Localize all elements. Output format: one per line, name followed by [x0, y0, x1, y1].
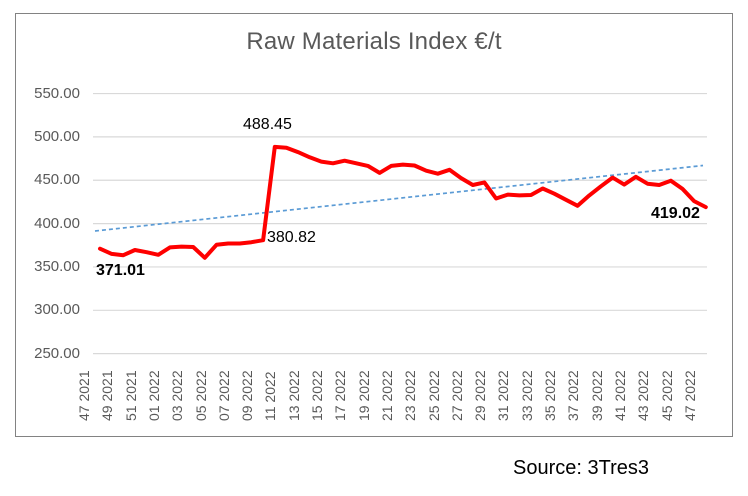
series-line	[98, 144, 708, 260]
x-tick-label: 25 2022	[425, 370, 442, 421]
x-tick-label: 27 2022	[448, 370, 465, 421]
x-tick-label: 03 2022	[169, 370, 186, 421]
chart-title: Raw Materials Index €/t	[246, 28, 502, 55]
x-tick-label: 49 2021	[99, 370, 116, 421]
x-tick-label: 07 2022	[215, 370, 232, 421]
data-label-peak: 488.45	[243, 116, 292, 133]
data-label-last-point: 419.02	[651, 205, 700, 222]
x-tick-label: 37 2022	[565, 370, 582, 421]
x-tick-label: 45 2022	[658, 370, 675, 421]
chart-frame	[15, 13, 733, 437]
x-tick-label: 47 2021	[76, 370, 92, 421]
y-tick-label: 350.00	[34, 257, 80, 275]
x-tick-label: 09 2022	[239, 370, 256, 421]
y-tick-label: 400.00	[34, 214, 80, 232]
x-tick-label: 17 2022	[332, 370, 349, 421]
x-tick-label: 15 2022	[309, 370, 325, 421]
x-tick-label: 01 2022	[145, 370, 162, 421]
x-tick-label: 33 2022	[518, 370, 535, 421]
x-tick-label: 05 2022	[192, 370, 209, 421]
x-tick-label: 29 2022	[472, 370, 489, 421]
x-tick-label: 13 2022	[285, 370, 302, 421]
y-tick-label: 300.00	[34, 301, 80, 319]
trendline	[94, 164, 704, 232]
x-tick-label: 31 2022	[495, 370, 512, 421]
y-tick-label: 250.00	[34, 344, 80, 362]
x-tick-label: 39 2022	[588, 370, 605, 421]
x-tick-label: 23 2022	[402, 370, 419, 421]
x-tick-label: 21 2022	[378, 370, 395, 421]
source-caption: Source: 3Tres3	[513, 457, 649, 479]
x-tick-label: 51 2021	[122, 370, 139, 421]
x-tick-label: 35 2022	[542, 370, 558, 421]
y-tick-label: 450.00	[34, 171, 80, 189]
x-tick-label: 43 2022	[635, 370, 652, 421]
x-tick-label: 19 2022	[355, 370, 372, 421]
x-tick-label: 11 2022	[262, 371, 279, 421]
data-label-pre-spike: 380.82	[267, 229, 316, 246]
y-tick-label: 500.00	[34, 127, 80, 145]
x-tick-label: 47 2022	[681, 370, 698, 421]
data-label-first-point: 371.01	[96, 262, 145, 279]
y-tick-label: 550.00	[34, 84, 80, 102]
x-tick-label: 41 2022	[611, 370, 628, 421]
